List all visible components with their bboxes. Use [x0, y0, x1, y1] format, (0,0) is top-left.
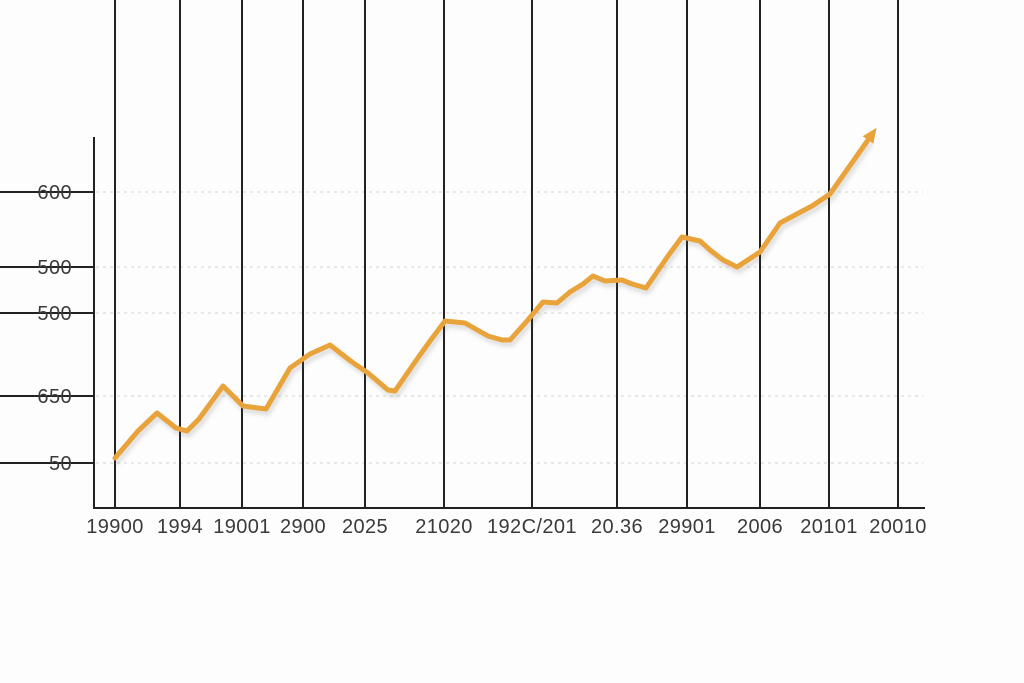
x-tick-label-5: 21020 [415, 516, 473, 538]
y-tick-label-0: 600 [37, 182, 72, 204]
y-tick-label-2: 500 [37, 303, 72, 325]
x-tick-label-10: 20101 [800, 516, 858, 538]
x-tick-label-11: 20010 [869, 516, 927, 538]
y-tick-label-1: 500 [37, 257, 72, 279]
x-tick-label-7: 20.36 [591, 516, 643, 538]
y-tick-label-3: 650 [37, 386, 72, 408]
x-tick-label-8: 29901 [658, 516, 716, 538]
y-tick-label-4: 50 [49, 453, 72, 475]
x-tick-label-4: 2025 [342, 516, 388, 538]
x-tick-label-6: 192C/201 [487, 516, 577, 538]
x-tick-label-2: 19001 [213, 516, 271, 538]
x-tick-label-9: 2006 [737, 516, 783, 538]
arrowhead-icon [862, 127, 877, 144]
x-tick-label-3: 2900 [280, 516, 326, 538]
trend-line-0 [112, 137, 871, 461]
x-tick-label-0: 19900 [86, 516, 144, 538]
axes [93, 137, 925, 509]
x-tick-label-1: 1994 [157, 516, 203, 538]
